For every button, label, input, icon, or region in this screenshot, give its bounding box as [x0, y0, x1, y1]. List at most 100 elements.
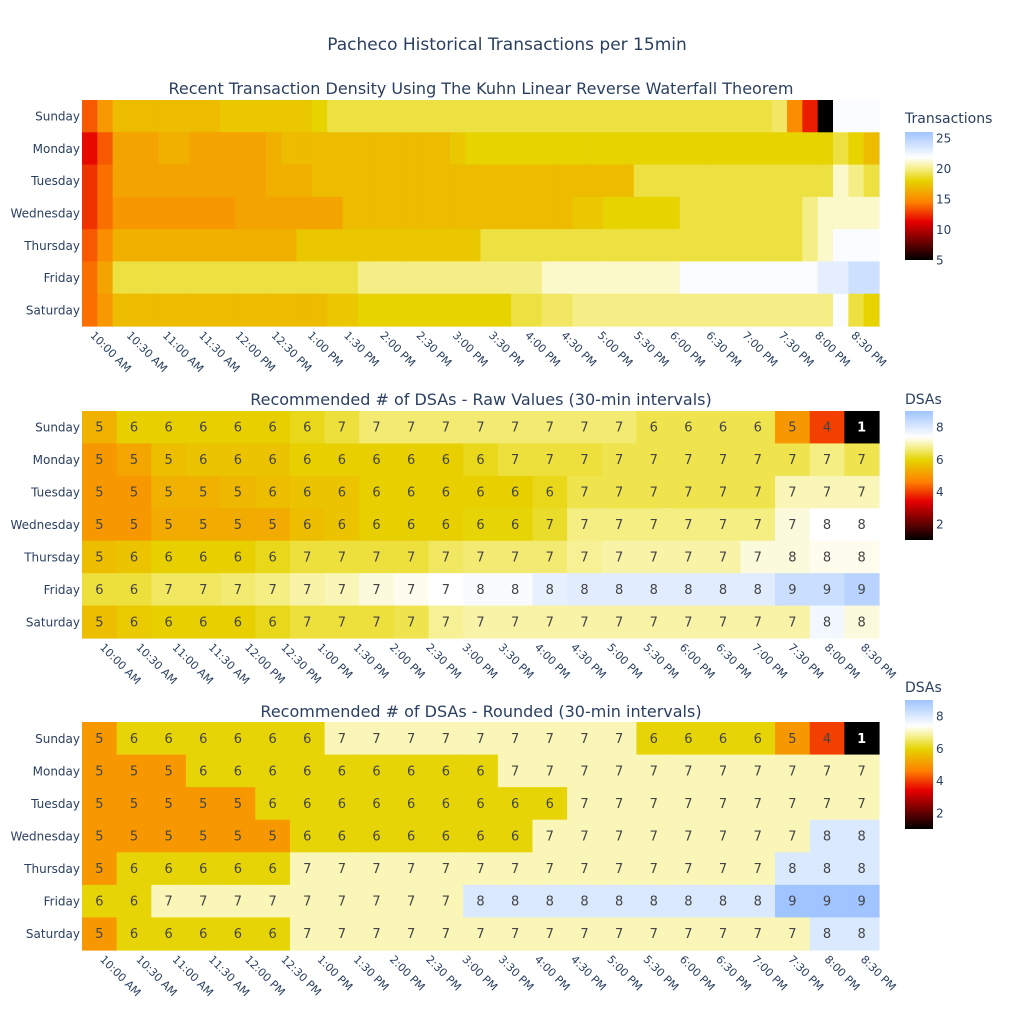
heatmap-transactions-cell[interactable]	[557, 196, 574, 230]
heatmap-dsa-rounded-cell[interactable]	[116, 884, 152, 919]
heatmap-transactions-cell[interactable]	[357, 132, 374, 166]
heatmap-transactions-cell[interactable]	[465, 100, 482, 133]
heatmap-transactions-cell[interactable]	[633, 132, 650, 166]
heatmap-dsa-raw-cell[interactable]	[463, 475, 499, 509]
heatmap-transactions-cell[interactable]	[265, 132, 282, 166]
heatmap-transactions-cell[interactable]	[219, 196, 236, 230]
heatmap-dsa-raw-cell[interactable]	[601, 605, 638, 639]
heatmap-transactions-cell[interactable]	[679, 196, 696, 230]
heatmap-dsa-rounded-cell[interactable]	[463, 884, 499, 919]
heatmap-dsa-rounded-cell[interactable]	[220, 722, 256, 756]
heatmap-transactions-cell[interactable]	[725, 261, 742, 295]
heatmap-transactions-cell[interactable]	[557, 261, 574, 295]
heatmap-transactions-cell[interactable]	[127, 100, 144, 133]
heatmap-transactions-cell[interactable]	[756, 100, 773, 133]
heatmap-transactions-cells[interactable]	[82, 100, 880, 327]
heatmap-transactions-cell[interactable]	[465, 132, 482, 166]
heatmap-dsa-rounded-cell[interactable]	[393, 819, 430, 853]
heatmap-dsa-raw-cell[interactable]	[393, 508, 430, 542]
heatmap-dsa-rounded-cell[interactable]	[393, 917, 430, 951]
heatmap-dsa-raw-cell[interactable]	[740, 573, 776, 607]
heatmap-transactions-cell[interactable]	[557, 229, 574, 263]
heatmap-transactions-cell[interactable]	[787, 100, 803, 133]
heatmap-dsa-rounded-cell[interactable]	[775, 722, 811, 756]
heatmap-transactions-cell[interactable]	[296, 293, 313, 327]
heatmap-transactions-cell[interactable]	[189, 100, 206, 133]
heatmap-transactions-cell[interactable]	[465, 196, 482, 230]
heatmap-transactions-cell[interactable]	[649, 229, 666, 263]
heatmap-transactions-cell[interactable]	[725, 164, 742, 198]
heatmap-dsa-rounded-cell[interactable]	[740, 917, 776, 951]
heatmap-transactions-cell[interactable]	[204, 293, 221, 327]
heatmap-transactions-cell[interactable]	[541, 164, 558, 198]
heatmap-dsa-raw-cell[interactable]	[567, 540, 603, 574]
heatmap-dsa-rounded-cell[interactable]	[532, 754, 568, 788]
heatmap-dsa-rounded-cell[interactable]	[220, 852, 256, 886]
heatmap-transactions-cell[interactable]	[787, 293, 803, 327]
heatmap-dsa-rounded-cell[interactable]	[497, 819, 534, 853]
heatmap-dsa-raw-cell[interactable]	[359, 443, 395, 477]
heatmap-transactions-cell[interactable]	[480, 164, 497, 198]
heatmap-transactions-cell[interactable]	[173, 196, 190, 230]
heatmap-dsa-rounded-cell[interactable]	[775, 917, 811, 951]
heatmap-dsa-rounded-cell[interactable]	[497, 722, 534, 756]
heatmap-transactions-cell[interactable]	[373, 100, 390, 133]
heatmap-dsa-raw-cell[interactable]	[324, 443, 360, 477]
heatmap-transactions-cell[interactable]	[235, 196, 252, 230]
heatmap-transactions-cell[interactable]	[863, 132, 880, 166]
heatmap-transactions-cell[interactable]	[833, 132, 849, 166]
heatmap-dsa-raw-cell[interactable]	[532, 573, 568, 607]
heatmap-transactions-cell[interactable]	[112, 293, 129, 327]
heatmap-transactions-cell[interactable]	[741, 164, 757, 198]
heatmap-transactions-cell[interactable]	[710, 196, 727, 230]
heatmap-dsa-raw-cell[interactable]	[671, 443, 707, 477]
heatmap-dsa-raw-cell[interactable]	[844, 411, 880, 445]
heatmap-transactions-cell[interactable]	[373, 196, 390, 230]
heatmap-dsa-rounded-cell[interactable]	[151, 852, 187, 886]
heatmap-dsa-raw-cell[interactable]	[428, 443, 464, 477]
heatmap-dsa-raw-cell[interactable]	[705, 475, 741, 509]
heatmap-transactions-cell[interactable]	[863, 164, 880, 198]
heatmap-transactions-cell[interactable]	[388, 261, 405, 295]
heatmap-dsa-raw-cell[interactable]	[775, 605, 811, 639]
heatmap-transactions-cell[interactable]	[403, 196, 420, 230]
heatmap-transactions-cell[interactable]	[771, 100, 788, 133]
heatmap-dsa-raw-cell[interactable]	[151, 475, 187, 509]
heatmap-transactions-cell[interactable]	[82, 164, 98, 198]
heatmap-dsa-rounded-cell[interactable]	[324, 917, 360, 951]
heatmap-dsa-rounded-cell[interactable]	[844, 852, 880, 886]
heatmap-dsa-raw-cell[interactable]	[497, 540, 534, 574]
heatmap-transactions-cell[interactable]	[235, 293, 252, 327]
heatmap-dsa-rounded-cell[interactable]	[324, 819, 360, 853]
heatmap-transactions-cell[interactable]	[419, 164, 436, 198]
heatmap-dsa-rounded-cell[interactable]	[220, 819, 256, 853]
heatmap-transactions-cell[interactable]	[97, 164, 114, 198]
heatmap-transactions-cell[interactable]	[526, 164, 543, 198]
heatmap-dsa-raw-cell[interactable]	[82, 508, 118, 542]
heatmap-transactions-cell[interactable]	[373, 164, 390, 198]
heatmap-dsa-rounded-cell[interactable]	[497, 754, 534, 788]
heatmap-transactions-cell[interactable]	[327, 293, 344, 327]
heatmap-dsa-raw-cell[interactable]	[809, 411, 845, 445]
heatmap-transactions-cell[interactable]	[281, 132, 298, 166]
heatmap-dsa-raw-cell[interactable]	[463, 540, 499, 574]
heatmap-transactions-cell[interactable]	[357, 164, 374, 198]
heatmap-dsa-rounded-cell[interactable]	[463, 787, 499, 821]
heatmap-dsa-raw-cell[interactable]	[289, 443, 326, 477]
heatmap-dsa-raw-cell[interactable]	[463, 573, 499, 607]
heatmap-transactions-cell[interactable]	[618, 293, 635, 327]
heatmap-dsa-raw-cell[interactable]	[567, 475, 603, 509]
heatmap-dsa-rounded-cell[interactable]	[671, 787, 707, 821]
heatmap-transactions-cell[interactable]	[511, 132, 528, 166]
heatmap-dsa-rounded-cell[interactable]	[428, 819, 464, 853]
heatmap-dsa-rounded-cell[interactable]	[255, 787, 291, 821]
heatmap-dsa-raw-cell[interactable]	[393, 540, 430, 574]
heatmap-transactions-cell[interactable]	[526, 100, 543, 133]
heatmap-transactions-cell[interactable]	[526, 132, 543, 166]
heatmap-transactions-cell[interactable]	[357, 100, 374, 133]
heatmap-dsa-rounded-cell[interactable]	[775, 819, 811, 853]
heatmap-transactions-cell[interactable]	[173, 261, 190, 295]
heatmap-dsa-rounded-cell[interactable]	[809, 852, 845, 886]
heatmap-transactions-cell[interactable]	[695, 164, 712, 198]
heatmap-transactions-cell[interactable]	[373, 293, 390, 327]
